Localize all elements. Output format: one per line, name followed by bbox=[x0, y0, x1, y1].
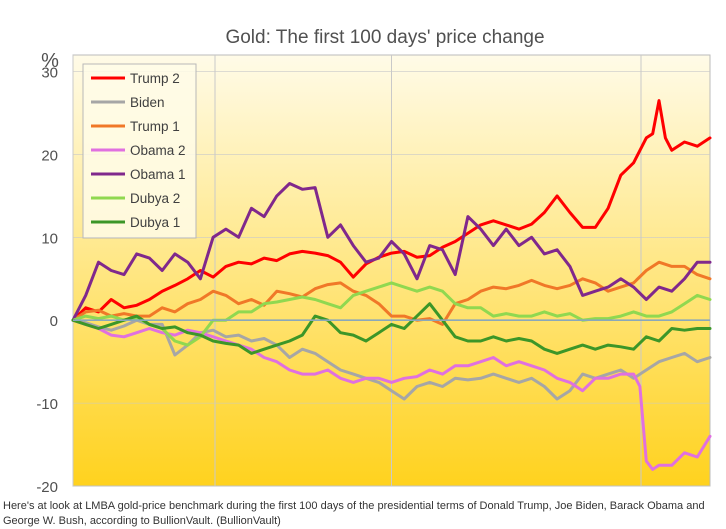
legend-label: Dubya 1 bbox=[130, 215, 180, 230]
series-line-biden bbox=[71, 318, 712, 401]
series-lines bbox=[71, 99, 712, 471]
y-tick-label: -20 bbox=[36, 479, 58, 496]
legend-label: Obama 2 bbox=[130, 143, 186, 158]
y-tick-label: 10 bbox=[41, 230, 58, 247]
legend-label: Biden bbox=[130, 95, 165, 110]
legend-label: Dubya 2 bbox=[130, 191, 180, 206]
chart-title: Gold: The first 100 days' price change bbox=[225, 27, 544, 48]
series-line-dubya-1 bbox=[71, 302, 712, 355]
series-line-dubya-2 bbox=[71, 281, 712, 347]
legend-label: Obama 1 bbox=[130, 167, 186, 182]
caption: Here's at look at LMBA gold-price benchm… bbox=[3, 500, 705, 527]
y-tick-label: 0 bbox=[50, 313, 58, 330]
legend: Trump 2 Biden Trump 1 Obama 2 Obama 1 Dubya 2… bbox=[82, 63, 197, 239]
series-line-trump-2 bbox=[71, 99, 712, 322]
legend-label: Trump 1 bbox=[130, 119, 180, 134]
y-tick-label: -10 bbox=[36, 396, 58, 413]
series-line-obama-1 bbox=[71, 182, 712, 322]
legend-label: Trump 2 bbox=[130, 71, 180, 86]
y-tick-label: 20 bbox=[41, 147, 58, 164]
y-tick-label: 30 bbox=[41, 65, 58, 82]
chart-svg: Gold: The first 100 days' price change %… bbox=[36, 27, 712, 496]
chart: Gold: The first 100 days' price change %… bbox=[36, 27, 712, 496]
y-axis-ticks: 30 20 10 0 -10 -20 bbox=[36, 65, 58, 496]
y-axis-unit-label: % bbox=[41, 50, 59, 72]
